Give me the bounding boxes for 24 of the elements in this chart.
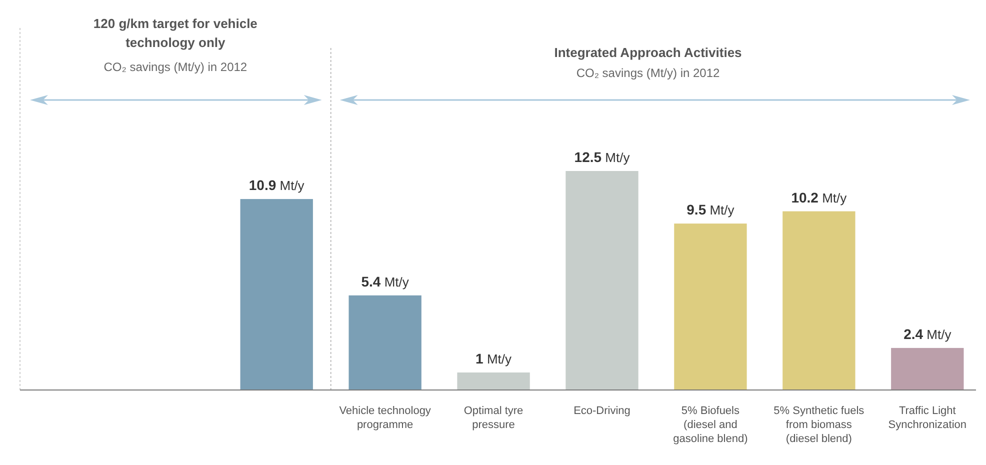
- data-label: 10.2 Mt/y: [791, 189, 848, 206]
- bar: [348, 295, 422, 390]
- x-tick-label: 5% Synthetic fuels from biomass (diesel blend): [774, 405, 865, 445]
- data-label: 2.4 Mt/y: [904, 326, 952, 342]
- x-tick-label: Eco-Driving: [574, 405, 630, 417]
- data-label: 9.5 Mt/y: [686, 202, 735, 218]
- x-tick-label: Vehicle technology programme: [339, 405, 432, 431]
- bar: [782, 211, 856, 390]
- bar: [674, 224, 747, 390]
- x-tick-label: 5% Biofuels (diesel and gasoline blend): [673, 405, 748, 445]
- data-label: 10.9 Mt/y: [248, 177, 305, 194]
- text: CO₂ savings (Mt/y) in 2012: [576, 66, 720, 80]
- data-label: 12.5 Mt/y: [574, 149, 630, 165]
- text: Integrated Approach Activities: [554, 45, 742, 60]
- data-label: 5.4 Mt/y: [361, 273, 410, 290]
- bar: [457, 372, 530, 390]
- x-tick-label: Optimal tyre pressure: [464, 405, 524, 431]
- data-label: 1 Mt/y: [476, 350, 512, 366]
- text: CO₂ savings (Mt/y) in 2012: [104, 60, 248, 74]
- bar: [891, 348, 964, 390]
- bar: [240, 199, 313, 390]
- bar: [566, 171, 638, 390]
- x-tick-label: Traffic Light Synchronization: [888, 405, 967, 431]
- text: 120 g/km target for vehicle technology only: [93, 16, 258, 50]
